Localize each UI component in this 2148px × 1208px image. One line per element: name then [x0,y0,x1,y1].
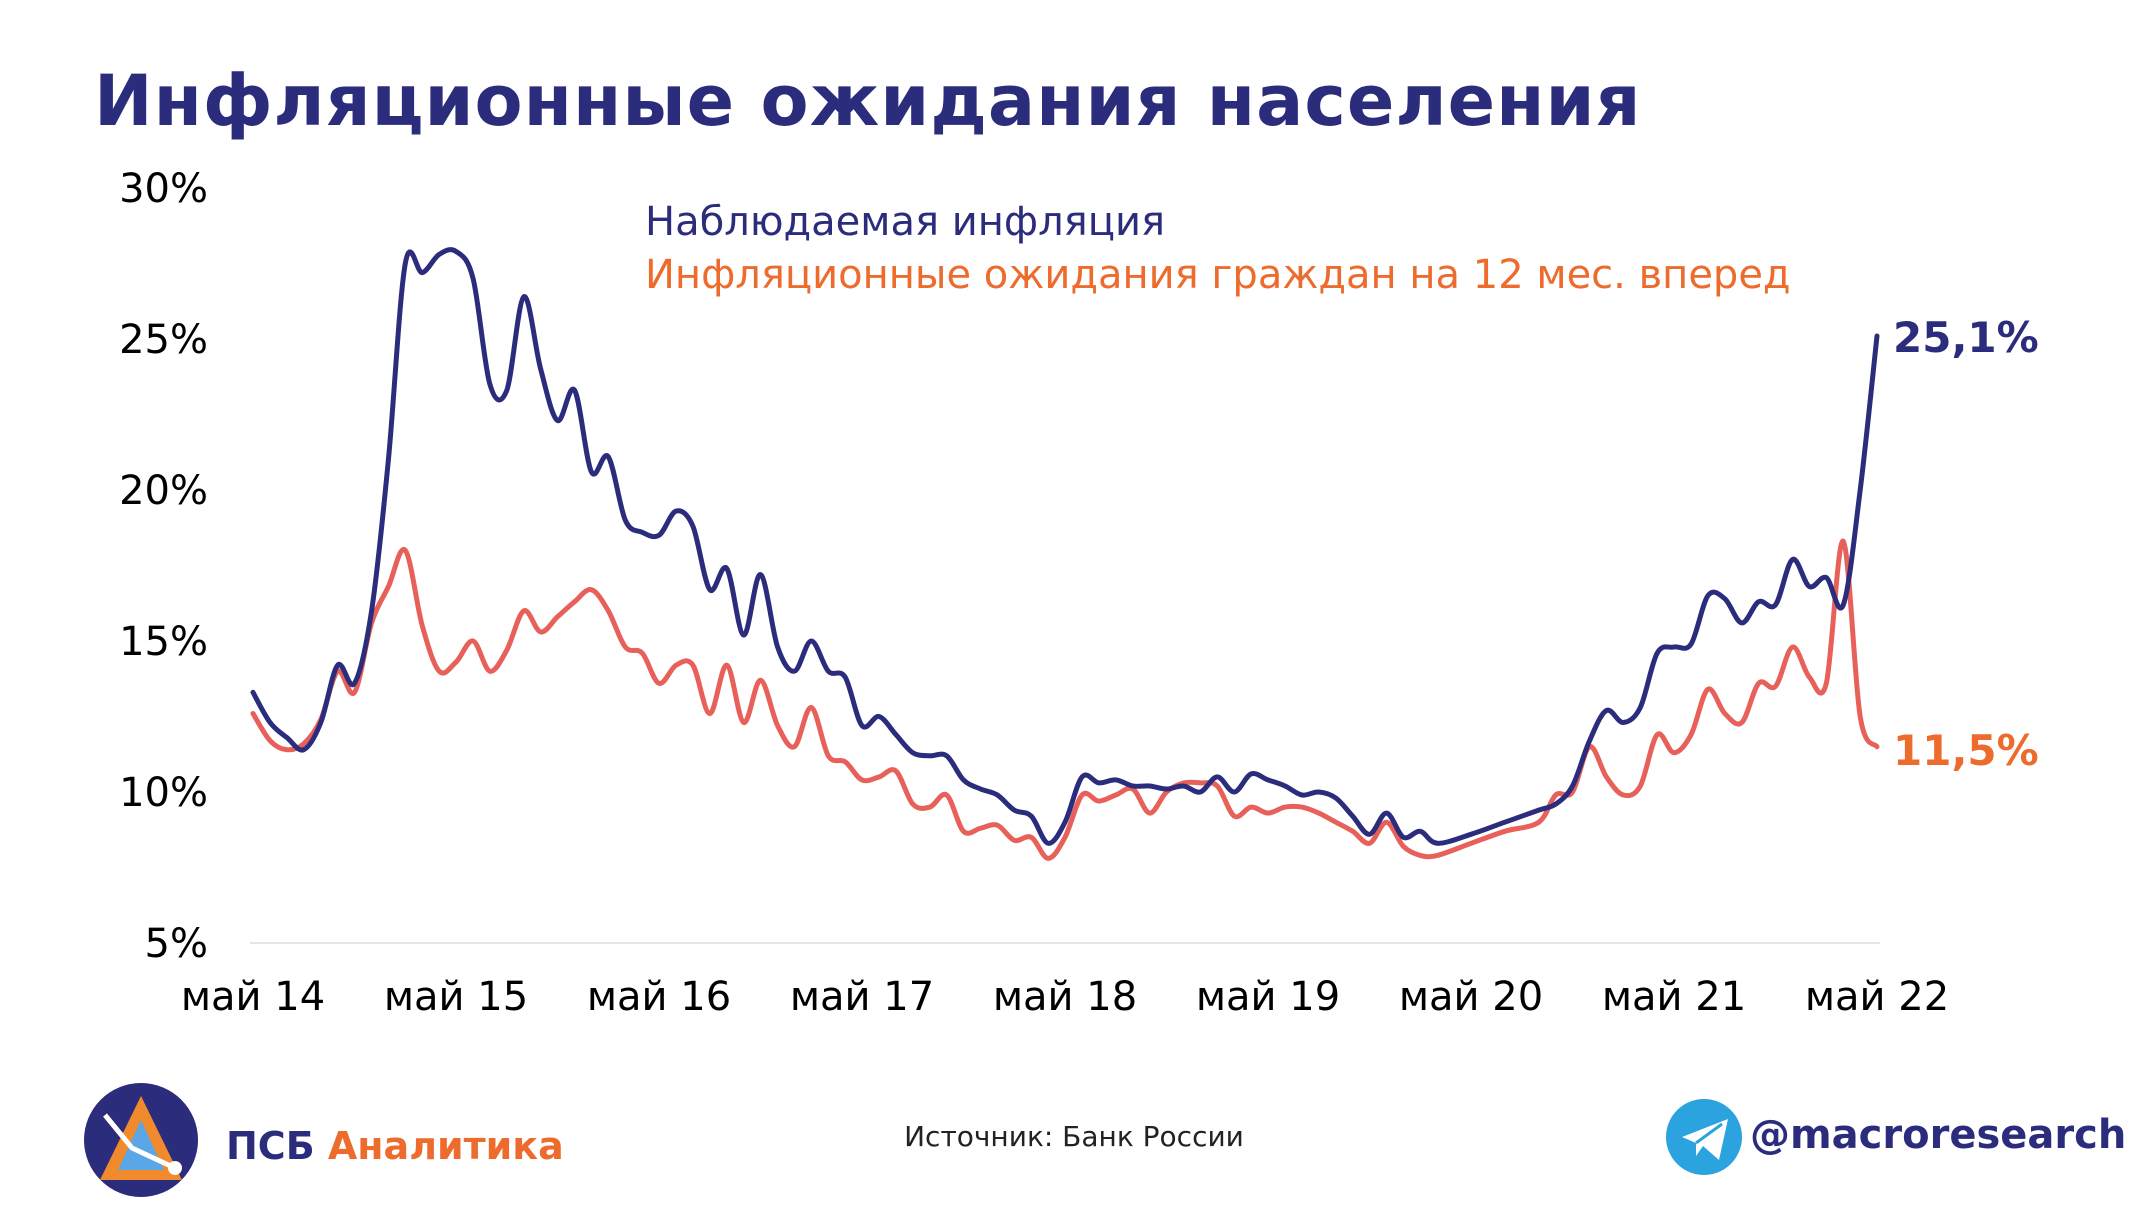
x-tick-label: май 16 [587,974,731,1020]
end-label-expectations: 11,5% [1893,726,2039,775]
x-tick-label: май 18 [993,974,1137,1020]
y-tick-label: 20% [119,468,208,514]
telegram-icon [1666,1099,1742,1175]
y-tick-label: 5% [145,921,208,967]
end-labels: 25,1% 11,5% [1893,313,2039,775]
y-tick-label: 10% [119,770,208,816]
x-tick-label: май 17 [790,974,934,1020]
x-axis-ticks: май 14 май 15 май 16 май 17 май 18 май 19 май … [181,974,1949,1020]
psb-logo-icon [84,1083,198,1197]
brand-name: ПСБ Аналитика [226,1124,564,1168]
x-tick-label: май 14 [181,974,325,1020]
x-tick-label: май 19 [1196,974,1340,1020]
y-axis-ticks: 5% 10% 15% 20% 25% 30% [119,166,208,967]
series-line-observed [250,247,1880,846]
x-tick-label: май 21 [1602,974,1746,1020]
end-label-observed: 25,1% [1893,313,2039,362]
x-tick-label: май 15 [384,974,528,1020]
y-tick-label: 30% [119,166,208,212]
series-lines [250,247,1880,861]
series-line-expectations [250,538,1880,861]
x-tick-label: май 20 [1399,974,1543,1020]
page-title: Инфляционные ожидания населения [94,60,1642,142]
brand-psb: ПСБ [226,1124,315,1168]
y-tick-label: 25% [119,317,208,363]
source-note: Источник: Банк России [904,1120,1244,1153]
telegram-handle[interactable]: @macroresearch [1750,1112,2127,1158]
x-tick-label: май 22 [1805,974,1949,1020]
y-tick-label: 15% [119,619,208,665]
brand-analytics: Аналитика [327,1124,564,1168]
legend-label-observed: Наблюдаемая инфляция [645,199,1165,245]
legend: Наблюдаемая инфляция Инфляционные ожидан… [645,199,1791,298]
legend-label-expectations: Инфляционные ожидания граждан на 12 мес.… [645,252,1791,298]
